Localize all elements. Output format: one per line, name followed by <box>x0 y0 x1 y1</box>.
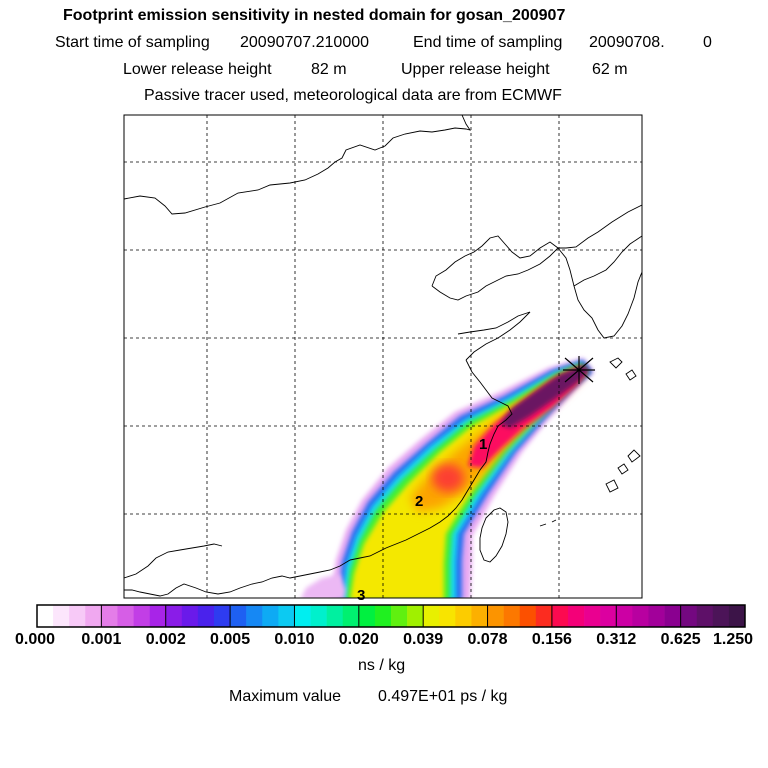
color-scale-cell <box>423 605 440 627</box>
color-scale-tick-label: 0.156 <box>531 631 572 648</box>
color-scale-cell <box>616 605 633 627</box>
color-scale-cell <box>374 605 392 627</box>
plume-bottom-patch <box>301 574 346 598</box>
color-scale-tick-label: 0.625 <box>660 631 701 648</box>
color-scale-cell <box>535 605 553 627</box>
color-scale-cell <box>214 605 231 627</box>
end-time-suffix: 0 <box>703 34 712 51</box>
color-scale-cell <box>471 605 488 627</box>
color-scale-tick-label: 0.000 <box>14 631 56 648</box>
color-scale-cell <box>53 605 70 627</box>
color-scale-tick-label: 0.002 <box>145 631 186 648</box>
color-scale-cell <box>519 605 537 627</box>
color-scale-tick-label: 1.250 <box>712 631 754 648</box>
color-scale-cell <box>568 605 585 627</box>
plume-label-2: 2 <box>415 493 423 510</box>
color-scale-cell <box>600 605 617 627</box>
plume-label-1: 1 <box>479 436 487 453</box>
color-scale-cell <box>696 605 714 627</box>
color-scale-tick-label: 0.001 <box>81 631 122 648</box>
color-scale-cell <box>358 605 376 627</box>
color-scale-cell <box>584 605 601 627</box>
color-scale-cell <box>310 605 327 627</box>
color-scale-cell <box>712 605 730 627</box>
color-scale-tick-label: 0.010 <box>274 631 315 648</box>
japan-islands <box>605 357 641 493</box>
start-time-value: 20090707.210000 <box>240 34 370 51</box>
color-scale-cell <box>487 605 504 627</box>
taiwan-island <box>479 507 509 563</box>
plume-hotspot <box>432 464 464 492</box>
color-scale-cell <box>439 605 456 627</box>
plume-layer <box>301 358 594 598</box>
color-scale-bar <box>36 604 746 628</box>
color-scale-cell <box>230 605 247 627</box>
color-scale-cell <box>85 605 102 627</box>
color-scale-cell <box>326 605 344 627</box>
tracer-note: Passive tracer used, meteorological data… <box>144 87 562 104</box>
max-value-label: Maximum value <box>229 688 342 705</box>
color-scale-cell <box>551 605 569 627</box>
color-scale-cell <box>648 605 665 627</box>
lower-release-label: Lower release height <box>123 61 272 78</box>
color-scale-cell <box>37 605 54 627</box>
latlon-grid <box>124 115 642 598</box>
color-scale-cell <box>664 605 681 627</box>
color-scale-cell <box>117 605 134 627</box>
scale-units: ns / kg <box>358 657 406 674</box>
bohai-coast <box>431 247 559 301</box>
shandong-coast <box>457 311 531 361</box>
color-scale-cell <box>262 605 279 627</box>
release-site-marker <box>563 356 595 384</box>
border-east <box>431 204 642 287</box>
upper-release-label: Upper release height <box>401 61 550 78</box>
map-frame <box>123 114 643 599</box>
end-time-value: 20090708. <box>589 34 665 51</box>
color-scale-cell <box>680 605 698 627</box>
south-china-coast <box>124 559 351 597</box>
color-scale-cells <box>37 605 746 627</box>
color-scale-cell <box>342 605 360 627</box>
color-scale-cell <box>133 605 150 627</box>
footprint-map: 1 2 3 <box>123 114 643 600</box>
color-scale-cell <box>149 605 167 627</box>
color-scale-tick-label: 0.039 <box>403 631 444 648</box>
china-east-coast <box>349 359 513 561</box>
color-scale-cell <box>181 605 199 627</box>
color-scale-cell <box>391 605 408 627</box>
color-scale-cell <box>197 605 215 627</box>
lower-release-value: 82 m <box>311 61 347 78</box>
upper-release-value: 62 m <box>592 61 628 78</box>
indochina-border <box>124 543 223 579</box>
color-scale-cell <box>294 605 311 627</box>
color-scale-frame <box>36 604 746 628</box>
color-scale-cell <box>101 605 118 627</box>
ryukyu-dots <box>539 519 557 527</box>
color-scale-cell <box>632 605 649 627</box>
end-time-label: End time of sampling <box>413 34 563 51</box>
color-scale-cell <box>69 605 86 627</box>
color-scale-tick-label: 0.005 <box>210 631 251 648</box>
max-value: 0.497E+01 ps / kg <box>378 688 508 705</box>
color-scale-cell <box>246 605 263 627</box>
color-scale-cell <box>165 605 183 627</box>
start-time-label: Start time of sampling <box>55 34 210 51</box>
color-scale-cell <box>728 605 746 627</box>
plot-title: Footprint emission sensitivity in nested… <box>63 7 566 24</box>
plume-label-3: 3 <box>357 587 365 600</box>
color-scale-cell <box>503 605 521 627</box>
color-scale-tick-label: 0.020 <box>338 631 379 648</box>
korea-coast <box>557 235 642 339</box>
color-scale-cell <box>407 605 424 627</box>
color-scale-cell <box>455 605 472 627</box>
color-scale-tick-label: 0.312 <box>596 631 637 648</box>
color-scale-tick-label: 0.078 <box>467 631 508 648</box>
color-scale-cell <box>278 605 295 627</box>
